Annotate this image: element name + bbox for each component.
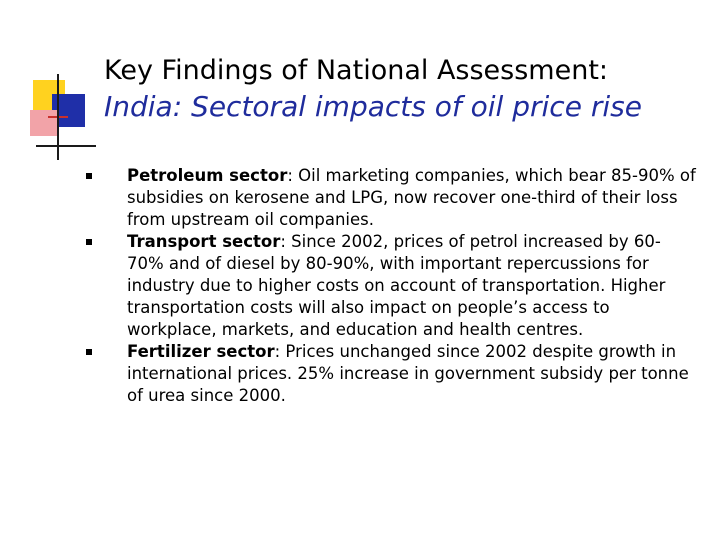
bullet-text: : Since 2002, prices of petrol increased… [127, 232, 666, 339]
logo-horizontal-line [36, 145, 96, 147]
bullet-square-icon [86, 173, 92, 179]
logo-pink-square [30, 110, 58, 136]
bullet-term: Transport sector [127, 232, 281, 251]
decorative-logo [0, 0, 110, 170]
bullet-text: : Oil marketing companies, which bear 85… [127, 166, 696, 229]
bullet-item-petroleum: Petroleum sector: Oil marketing companie… [86, 165, 696, 231]
title-heading: Key Findings of National Assessment: [104, 55, 609, 86]
slide-title: Key Findings of National Assessment: Ind… [104, 54, 704, 126]
bullet-item-fertilizer: Fertilizer sector: Prices unchanged sinc… [86, 341, 696, 407]
bullet-square-icon [86, 349, 92, 355]
bullet-square-icon [86, 239, 92, 245]
bullet-item-transport: Transport sector: Since 2002, prices of … [86, 231, 696, 341]
bullet-term: Petroleum sector [127, 166, 288, 185]
title-subheading: India: Sectoral impacts of oil price ris… [104, 90, 642, 123]
bullet-text: : Prices unchanged since 2002 despite gr… [127, 342, 689, 405]
bullet-term: Fertilizer sector [127, 342, 275, 361]
bullet-list: Petroleum sector: Oil marketing companie… [86, 165, 696, 407]
logo-vertical-line [57, 74, 59, 160]
